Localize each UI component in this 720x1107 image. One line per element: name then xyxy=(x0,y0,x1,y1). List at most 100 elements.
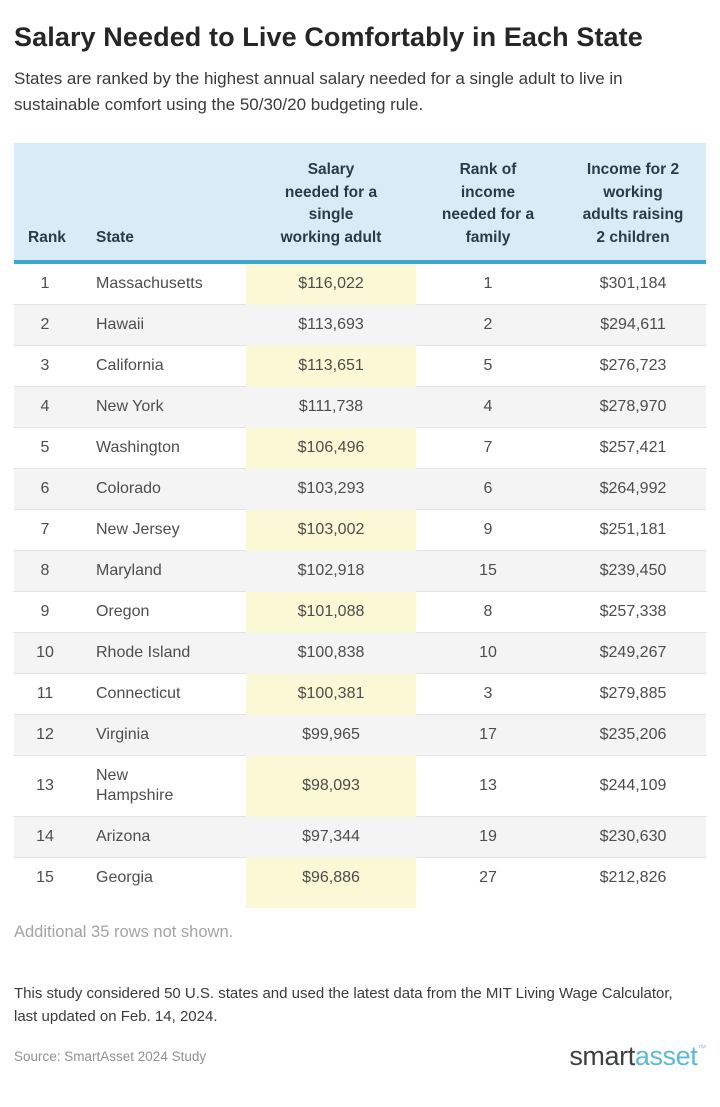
state-name: Rhode Island xyxy=(96,644,191,662)
salary-cell: $102,918 xyxy=(246,550,416,592)
state-cell: Oregon xyxy=(76,591,246,633)
family-income-cell: $230,630 xyxy=(560,816,706,858)
state-cell: New Hampshire xyxy=(76,755,246,817)
family-rank-cell: 13 xyxy=(416,755,560,817)
salary-cell: $116,022 xyxy=(246,262,416,305)
state-cell: Virginia xyxy=(76,714,246,756)
state-name: Hawaii xyxy=(96,316,145,334)
family-income-cell: $239,450 xyxy=(560,550,706,592)
family-rank-cell: 6 xyxy=(416,468,560,510)
column-header-family-rank-label: Rank of income needed for a family xyxy=(441,161,535,246)
table-row: 8 Maryland $102,918 15 $239,450 xyxy=(14,550,706,592)
family-income-cell: $264,992 xyxy=(560,468,706,510)
table-row: 3 California $113,651 5 $276,723 xyxy=(14,345,706,387)
rank-cell: 1 xyxy=(40,275,50,293)
table-row: 2 Hawaii $113,693 2 $294,611 xyxy=(14,304,706,346)
rank-cell: 2 xyxy=(14,304,76,346)
column-header-salary: Salary needed for a single working adult xyxy=(246,143,416,265)
family-rank-cell: 3 xyxy=(416,673,560,715)
state-name: Maryland xyxy=(96,562,162,580)
family-rank-cell: 9 xyxy=(416,509,560,551)
column-header-state: State xyxy=(76,143,246,265)
salary-cell: $113,693 xyxy=(246,304,416,346)
salary-highlight-tail xyxy=(246,898,416,909)
salary-cell: $101,088 xyxy=(246,591,416,633)
family-income-cell: $279,885 xyxy=(560,673,706,715)
state-cell: Hawaii xyxy=(76,304,246,346)
state-name: California xyxy=(96,357,164,375)
table-row: 11 Connecticut $100,381 3 $279,885 xyxy=(14,673,706,715)
salary-cell: $99,965 xyxy=(246,714,416,756)
column-header-family-income-label: Income for 2 working adults raising 2 ch… xyxy=(582,161,684,246)
family-rank-cell: 2 xyxy=(416,304,560,346)
table-body: 1 Massachusetts $116,022 1 $301,184 2 Ha… xyxy=(14,262,706,899)
rank-cell: 13 xyxy=(14,755,76,817)
state-cell: Massachusetts xyxy=(76,262,246,305)
state-cell: Connecticut xyxy=(76,673,246,715)
family-rank-cell: 15 xyxy=(416,550,560,592)
column-header-rank: Rank xyxy=(14,143,76,265)
state-name: Georgia xyxy=(96,869,153,887)
family-income-cell: $212,826 xyxy=(560,857,706,899)
table-row: 9 Oregon $101,088 8 $257,338 xyxy=(14,591,706,633)
page-subtitle: States are ranked by the highest annual … xyxy=(14,69,623,114)
family-income-cell: $249,267 xyxy=(560,632,706,674)
family-income-cell: $251,181 xyxy=(560,509,706,551)
family-rank-cell: 19 xyxy=(416,816,560,858)
additional-rows-note: Additional 35 rows not shown. xyxy=(14,923,234,942)
state-name: Oregon xyxy=(96,603,150,621)
trademark-symbol: ™ xyxy=(697,1042,706,1053)
table-row: 15 Georgia $96,886 27 $212,826 xyxy=(14,857,706,899)
column-header-rank-label: Rank xyxy=(28,228,66,246)
state-name: Washington xyxy=(96,439,180,457)
rank-cell: 15 xyxy=(14,857,76,899)
family-income-cell: $301,184 xyxy=(599,275,667,293)
table-row: 14 Arizona $97,344 19 $230,630 xyxy=(14,816,706,858)
state-cell: Arizona xyxy=(76,816,246,858)
family-income-cell: $278,970 xyxy=(560,386,706,428)
family-income-cell: $244,109 xyxy=(560,755,706,817)
table-row: 6 Colorado $103,293 6 $264,992 xyxy=(14,468,706,510)
state-name: New Hampshire xyxy=(96,767,174,805)
smartasset-logo: smartasset™ xyxy=(569,1040,706,1071)
page-title: Salary Needed to Live Comfortably in Eac… xyxy=(14,22,643,52)
state-cell: Washington xyxy=(76,427,246,469)
logo-smart-text: smart xyxy=(569,1040,635,1071)
rank-cell: 10 xyxy=(14,632,76,674)
family-rank-cell: 27 xyxy=(416,857,560,899)
table-row: 13 New Hampshire $98,093 13 $244,109 xyxy=(14,755,706,817)
salary-cell: $96,886 xyxy=(246,857,416,899)
rank-cell: 4 xyxy=(14,386,76,428)
family-income-cell: $257,421 xyxy=(560,427,706,469)
state-cell: Colorado xyxy=(76,468,246,510)
state-name: Arizona xyxy=(96,828,151,846)
bottom-row: Source: SmartAsset 2024 Study smartasset… xyxy=(14,1040,706,1071)
table-row: 7 New Jersey $103,002 9 $251,181 xyxy=(14,509,706,551)
state-cell: Maryland xyxy=(76,550,246,592)
rank-cell: 3 xyxy=(14,345,76,387)
column-header-family-rank: Rank of income needed for a family xyxy=(416,143,560,265)
state-cell: Rhode Island xyxy=(76,632,246,674)
family-income-cell: $235,206 xyxy=(560,714,706,756)
salary-table: Rank State Salary needed for a single wo… xyxy=(14,143,706,899)
state-name: New York xyxy=(96,398,164,416)
rank-cell: 12 xyxy=(14,714,76,756)
table-header: Rank State Salary needed for a single wo… xyxy=(14,143,706,265)
salary-cell: $100,838 xyxy=(246,632,416,674)
rank-cell: 6 xyxy=(14,468,76,510)
table-row: 4 New York $111,738 4 $278,970 xyxy=(14,386,706,428)
family-rank-cell: 1 xyxy=(483,275,493,293)
logo-asset-text: asset xyxy=(634,1040,698,1071)
family-income-cell: $276,723 xyxy=(560,345,706,387)
salary-cell: $113,651 xyxy=(246,345,416,387)
header-row: Rank State Salary needed for a single wo… xyxy=(14,143,706,265)
state-name: Virginia xyxy=(96,726,150,744)
rank-cell: 14 xyxy=(14,816,76,858)
family-rank-cell: 7 xyxy=(416,427,560,469)
table-row: 1 Massachusetts $116,022 1 $301,184 xyxy=(14,262,706,305)
rank-cell: 11 xyxy=(14,673,76,715)
family-rank-cell: 8 xyxy=(416,591,560,633)
salary-cell: $103,293 xyxy=(246,468,416,510)
salary-cell: $106,496 xyxy=(246,427,416,469)
salary-cell: $111,738 xyxy=(246,386,416,428)
